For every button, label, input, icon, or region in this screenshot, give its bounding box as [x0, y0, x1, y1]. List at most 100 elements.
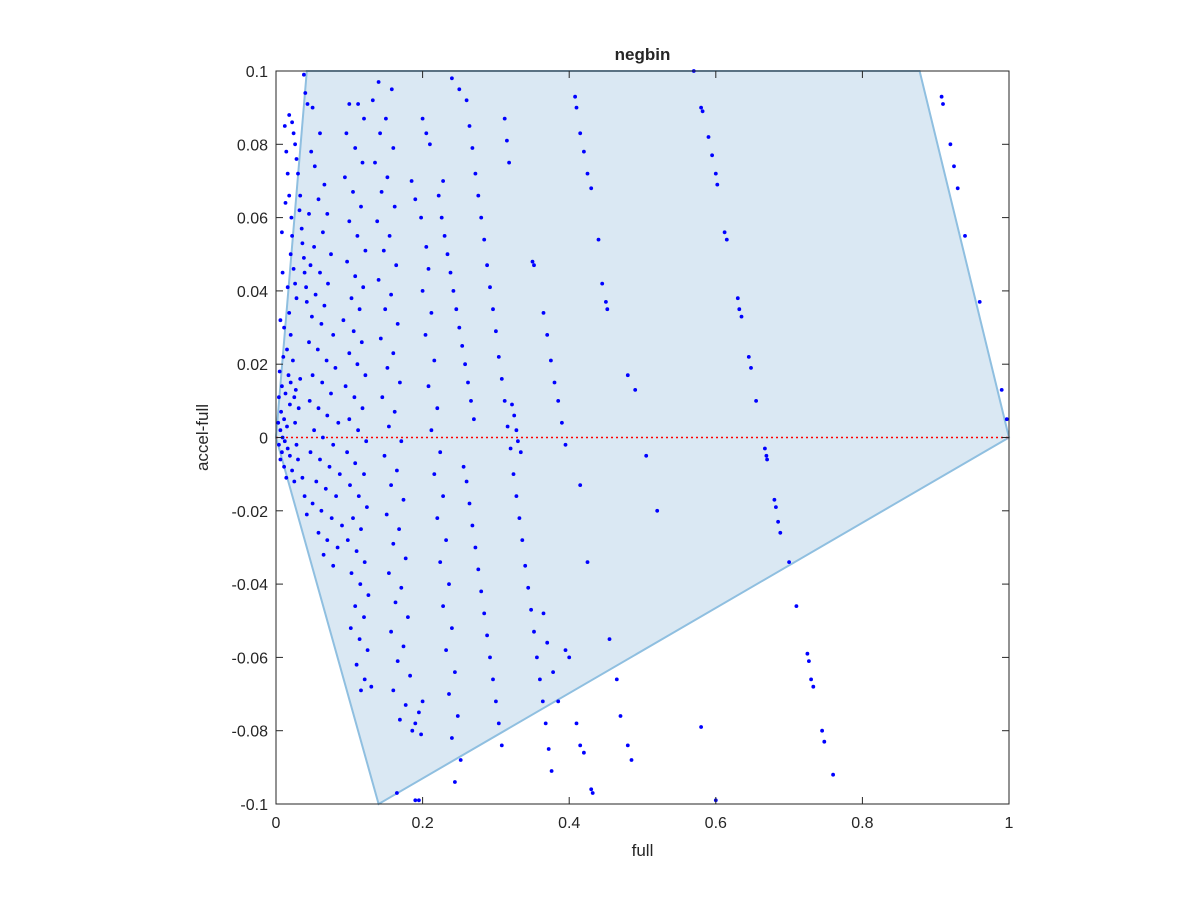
data-point	[358, 582, 363, 586]
data-point	[345, 259, 349, 264]
data-point	[530, 259, 535, 264]
data-point	[385, 175, 390, 180]
data-point	[401, 497, 406, 502]
data-point	[284, 149, 289, 154]
data-point	[310, 501, 315, 506]
data-point	[582, 149, 586, 154]
data-point	[387, 234, 392, 238]
data-point	[502, 399, 507, 403]
data-point	[551, 670, 555, 674]
data-point	[461, 464, 466, 469]
data-point	[308, 450, 313, 455]
data-point	[470, 146, 475, 150]
data-point	[585, 171, 590, 176]
data-point	[312, 245, 316, 249]
data-point	[354, 662, 359, 667]
data-point	[706, 135, 711, 139]
data-point	[294, 157, 299, 161]
data-point	[502, 116, 507, 121]
data-point	[359, 688, 363, 693]
data-point	[349, 571, 354, 575]
data-point	[469, 399, 473, 403]
data-point	[363, 373, 368, 378]
data-point	[288, 380, 293, 385]
y-tick-label: -0.06	[232, 650, 269, 667]
data-point	[655, 508, 660, 513]
data-point	[420, 116, 425, 121]
data-point	[287, 193, 292, 198]
data-point	[393, 600, 398, 605]
data-point	[499, 743, 504, 748]
data-point	[774, 505, 778, 509]
x-tick-label: 0.6	[705, 815, 727, 832]
data-point	[312, 428, 316, 433]
data-point	[279, 409, 283, 414]
data-point	[345, 450, 349, 455]
data-point	[472, 417, 476, 422]
data-point	[389, 629, 393, 634]
data-point	[517, 516, 522, 520]
data-point	[286, 373, 291, 378]
data-point	[298, 377, 303, 381]
plot-area	[274, 69, 1011, 806]
data-point	[514, 428, 519, 433]
y-tick-label: -0.08	[232, 724, 269, 741]
data-point	[392, 204, 397, 209]
data-point	[292, 479, 297, 484]
data-point	[290, 120, 294, 125]
data-point	[288, 402, 292, 407]
data-point	[360, 406, 365, 411]
data-point	[329, 252, 333, 257]
data-point	[401, 644, 406, 649]
data-point	[309, 149, 314, 154]
data-point	[310, 105, 315, 110]
y-tick-label: 0.02	[237, 357, 268, 374]
data-point	[488, 655, 492, 660]
data-point	[278, 457, 283, 462]
data-point	[585, 560, 590, 564]
data-point	[336, 420, 341, 425]
data-point	[417, 710, 421, 715]
data-point	[600, 281, 605, 286]
data-point	[284, 475, 289, 480]
data-point	[952, 164, 956, 169]
data-point	[365, 648, 370, 652]
data-point	[363, 248, 368, 253]
data-point	[347, 417, 352, 422]
data-point	[319, 508, 324, 513]
data-point	[596, 237, 601, 242]
data-point	[453, 780, 457, 784]
data-point	[333, 366, 338, 370]
data-point	[715, 182, 720, 187]
data-point	[737, 307, 742, 312]
y-tick-label: 0.06	[237, 211, 268, 228]
data-point	[391, 351, 396, 356]
data-point	[296, 406, 301, 411]
x-tick-label: 0.4	[558, 815, 580, 832]
data-point	[395, 659, 400, 663]
data-point	[552, 380, 557, 385]
data-point	[764, 453, 769, 458]
data-point	[589, 787, 594, 792]
data-point	[429, 428, 434, 433]
data-point	[435, 406, 440, 411]
data-point	[397, 527, 401, 531]
data-point	[479, 215, 484, 220]
data-point	[322, 182, 327, 187]
data-point	[426, 267, 431, 271]
data-point	[457, 87, 462, 92]
data-point	[395, 322, 400, 326]
data-point	[300, 241, 305, 246]
data-point	[700, 109, 705, 114]
y-tick-label: -0.1	[240, 797, 268, 814]
data-point	[470, 523, 475, 528]
data-point	[607, 637, 612, 641]
data-point	[385, 366, 390, 370]
data-point	[776, 519, 780, 524]
data-point	[432, 472, 437, 476]
x-tick-label: 0.2	[411, 815, 433, 832]
data-point	[369, 684, 374, 689]
data-point	[382, 453, 387, 458]
data-point	[546, 747, 551, 751]
data-point	[353, 274, 358, 279]
